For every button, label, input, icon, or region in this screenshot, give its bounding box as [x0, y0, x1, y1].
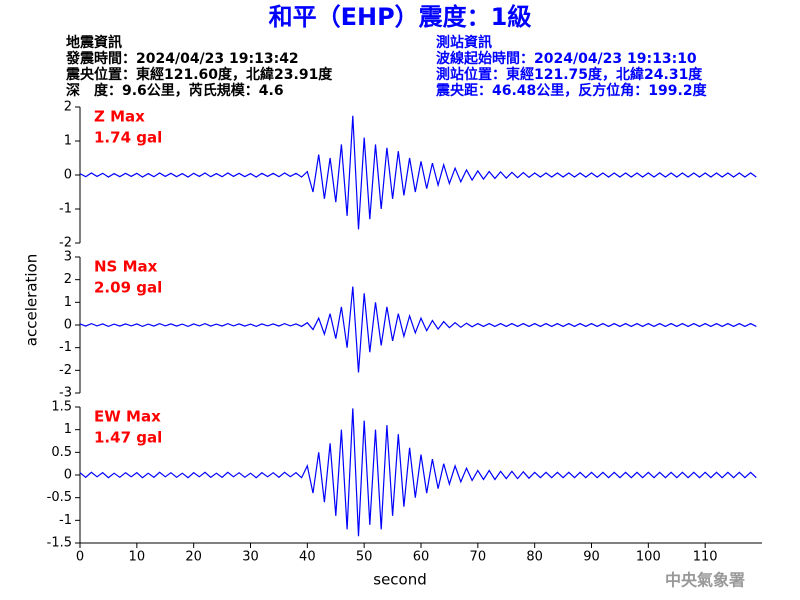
header-left: 地震資訊 — [66, 34, 122, 51]
waveform — [79, 408, 757, 537]
x-tick-label: 0 — [76, 550, 84, 565]
y-tick-label: -2 — [59, 363, 72, 378]
header-right: 測站位置：東經121.75度，北緯24.31度 — [436, 66, 703, 83]
x-tick-label: 110 — [693, 550, 718, 565]
header-left: 深 度：9.6公里，芮氏規模：4.6 — [66, 82, 284, 99]
x-tick-label: 60 — [413, 550, 430, 565]
y-tick-label: -1 — [59, 513, 72, 528]
y-tick-label: 1 — [64, 134, 72, 149]
header-left: 震央位置：東經121.60度，北緯23.91度 — [65, 66, 333, 83]
annotation: NS Max — [94, 258, 158, 276]
x-tick-label: 40 — [299, 550, 316, 565]
x-tick-label: 20 — [185, 550, 202, 565]
x-tick-label: 30 — [242, 550, 259, 565]
footer: 中央氣象署 — [665, 571, 745, 590]
x-tick-label: 10 — [129, 550, 146, 565]
y-tick-label: 3 — [64, 250, 72, 265]
x-tick-label: 100 — [636, 550, 661, 565]
y-tick-label: 1.5 — [51, 400, 72, 415]
y-tick-label: 2 — [64, 272, 72, 287]
waveform — [79, 286, 757, 373]
y-axis-label: acceleration — [23, 254, 41, 346]
y-tick-label: -1 — [59, 340, 72, 355]
y-tick-label: 2 — [64, 100, 72, 115]
x-tick-label: 50 — [356, 550, 373, 565]
y-tick-label: 0.5 — [51, 445, 72, 460]
x-tick-label: 80 — [526, 550, 543, 565]
y-tick-label: -0.5 — [47, 490, 72, 505]
annotation: Z Max — [94, 108, 145, 126]
y-tick-label: 0 — [64, 318, 72, 333]
title: 和平（EHP）震度：1級 — [269, 3, 532, 31]
y-tick-label: -1 — [59, 202, 72, 217]
annotation: 1.47 gal — [94, 429, 162, 447]
header-left: 發震時間：2024/04/23 19:13:42 — [65, 50, 299, 67]
header-right: 測站資訊 — [436, 34, 492, 51]
header-right: 波線起始時間：2024/04/23 19:13:10 — [436, 50, 697, 67]
annotation: EW Max — [94, 408, 161, 426]
y-tick-label: -2 — [59, 236, 72, 251]
header-right: 震央距：46.48公里，反方位角：199.2度 — [435, 82, 708, 99]
annotation: 1.74 gal — [94, 129, 162, 147]
x-tick-label: 90 — [583, 550, 600, 565]
x-axis-label: second — [373, 571, 427, 589]
y-tick-label: -1.5 — [47, 536, 72, 551]
y-tick-label: 0 — [64, 468, 72, 483]
y-tick-label: -3 — [59, 386, 72, 401]
y-tick-label: 1 — [64, 295, 72, 310]
waveform — [79, 115, 757, 230]
annotation: 2.09 gal — [94, 279, 162, 297]
x-tick-label: 70 — [470, 550, 487, 565]
y-tick-label: 1 — [64, 422, 72, 437]
y-tick-label: 0 — [64, 168, 72, 183]
